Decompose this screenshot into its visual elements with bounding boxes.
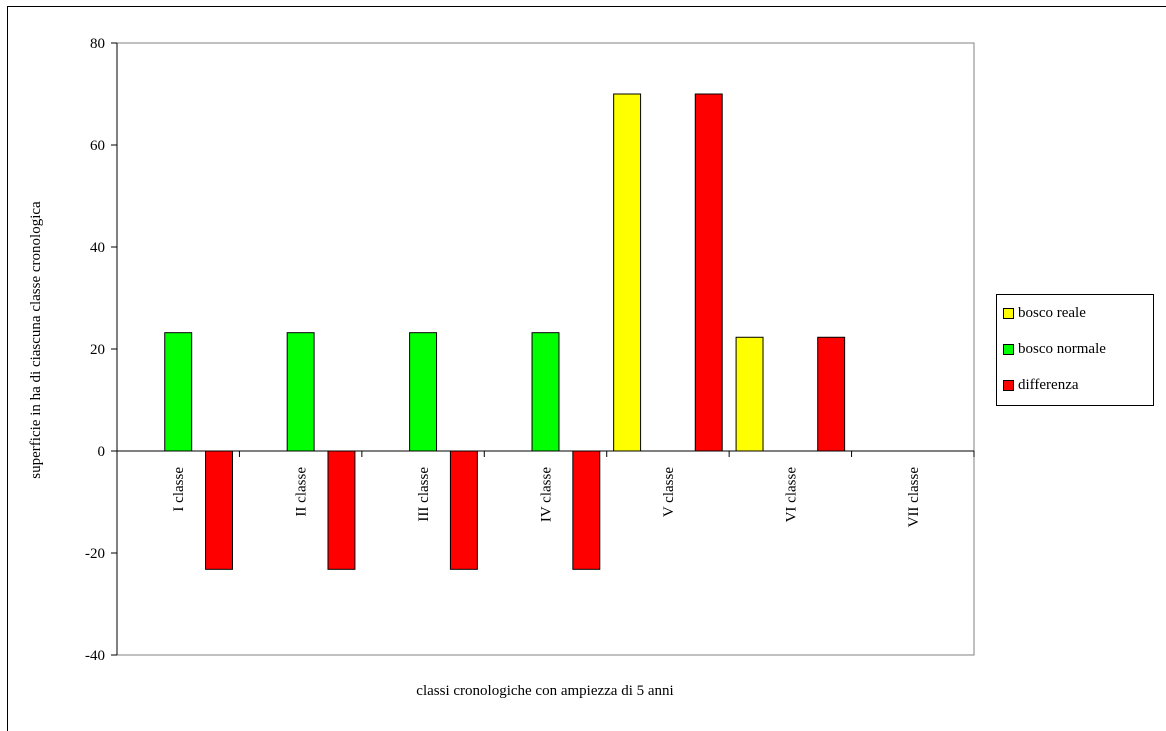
bar-bosco-reale-5 — [613, 93, 642, 452]
legend: bosco reale bosco normale differenza — [996, 294, 1154, 406]
legend-label: differenza — [1018, 376, 1079, 393]
x-tick-label: V classe — [661, 467, 677, 517]
y-tick-label: 80 — [90, 36, 105, 52]
y-tick-label: 40 — [90, 240, 105, 256]
y-tick-label: -20 — [85, 546, 105, 562]
y-axis: -40 -20 0 20 40 60 80 — [85, 36, 118, 664]
y-tick-label: -40 — [85, 648, 105, 664]
y-tick-label: 60 — [90, 138, 105, 154]
bar-differenza-1 — [205, 450, 233, 570]
legend-item-bosco-reale: bosco reale — [1003, 304, 1086, 322]
x-tick-label: VII classe — [906, 467, 922, 528]
x-tick-label: I classe — [171, 467, 187, 512]
bar-differenza-4 — [572, 450, 601, 570]
legend-item-differenza: differenza — [1003, 376, 1079, 394]
legend-swatch-differenza — [1003, 379, 1014, 391]
bar-bosco-normale-2 — [286, 332, 315, 452]
bar-differenza-6 — [817, 336, 846, 452]
bar-bosco-normale-1 — [164, 332, 193, 452]
y-axis-title: superficie in ha di ciascuna classe cron… — [28, 201, 44, 479]
bar-bosco-normale-3 — [409, 332, 438, 452]
legend-swatch-bosco-reale — [1003, 307, 1014, 319]
legend-item-bosco-normale: bosco normale — [1003, 340, 1106, 358]
bars — [164, 93, 846, 570]
legend-label: bosco reale — [1018, 304, 1086, 321]
x-axis-title: classi cronologiche con ampiezza di 5 an… — [416, 683, 673, 699]
bar-bosco-normale-4 — [531, 332, 560, 452]
legend-label: bosco normale — [1018, 340, 1106, 357]
y-tick-label: 0 — [98, 444, 106, 460]
x-tick-label: II classe — [294, 467, 310, 517]
x-tick-label: III classe — [416, 467, 432, 522]
category-labels: I classe II classe III classe IV classe V cl… — [171, 467, 922, 528]
x-tick-label: VI classe — [783, 467, 799, 523]
x-tick-label: IV classe — [539, 467, 555, 522]
bar-differenza-3 — [449, 450, 478, 570]
bar-differenza-5 — [694, 93, 723, 452]
y-tick-label: 20 — [90, 342, 105, 358]
legend-swatch-bosco-normale — [1003, 343, 1014, 355]
bar-bosco-reale-6 — [735, 336, 764, 452]
bar-differenza-2 — [327, 450, 356, 570]
